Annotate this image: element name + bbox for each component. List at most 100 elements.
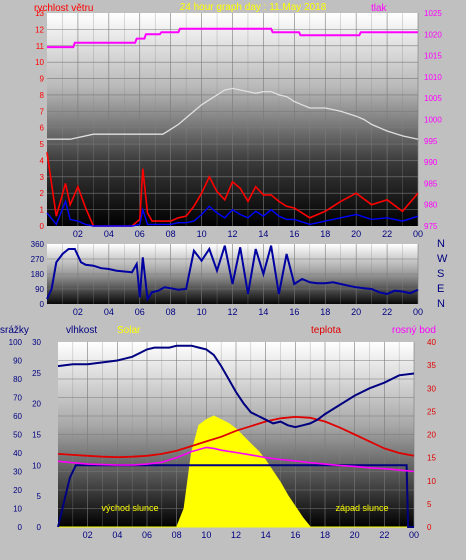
x-tick-label: 22 [382, 307, 392, 317]
humidity-tick: 30 [13, 468, 22, 477]
rain-tick: 15 [32, 431, 41, 440]
x-tick-label: 04 [104, 229, 114, 239]
temperature-tick: 10 [427, 477, 436, 486]
temperature-line [57, 415, 415, 459]
x-tick-label: 10 [201, 530, 211, 540]
wind-speed-tick: 0 [40, 222, 45, 231]
pressure-line [47, 27, 418, 49]
x-tick-label: 00 [409, 530, 419, 540]
x-tick-label: 14 [258, 307, 268, 317]
rain-tick: 20 [32, 400, 41, 409]
wind-speed-tick: 13 [35, 9, 44, 18]
pressure-tick: 1000 [424, 116, 442, 125]
x-tick-label: 06 [135, 307, 145, 317]
dewpoint-axis-label: rosný bod [392, 325, 436, 336]
compass-label: N [437, 298, 445, 310]
temperature-tick: 40 [427, 338, 436, 347]
rain-tick: 0 [37, 523, 42, 532]
x-tick-label: 02 [83, 530, 93, 540]
x-tick-label: 22 [379, 530, 389, 540]
pressure-tick: 1005 [424, 94, 442, 103]
humidity-tick: 40 [13, 449, 22, 458]
x-tick-label: 18 [320, 307, 330, 317]
x-tick-label: 20 [350, 530, 360, 540]
pressure-tick: 980 [424, 201, 438, 210]
humidity-line [57, 344, 415, 429]
x-tick-label: 02 [73, 307, 83, 317]
pressure-axis-label: tlak [371, 3, 388, 14]
temperature-tick: 35 [427, 361, 436, 370]
wind-direction-grid [47, 244, 419, 304]
x-tick-label: 08 [166, 307, 176, 317]
x-tick-label: 22 [382, 229, 392, 239]
x-tick-label: 08 [172, 530, 182, 540]
wind-speed-tick: 6 [40, 124, 45, 133]
dewpoint-line [57, 446, 415, 473]
wind-speed-tick: 1 [40, 206, 45, 215]
x-tick-label: 04 [104, 307, 114, 317]
humidity-temp-series [57, 344, 415, 528]
rain-tick: 25 [32, 369, 41, 378]
humidity-tick: 0 [18, 523, 23, 532]
x-tick-label: 08 [166, 229, 176, 239]
x-tick-label: 18 [320, 530, 330, 540]
pressure-tick: 1020 [424, 30, 442, 39]
sunset-label: západ slunce [335, 503, 388, 513]
x-tick-label: 10 [197, 307, 207, 317]
temperature-tick: 5 [427, 500, 432, 509]
wind-speed-tick: 5 [40, 140, 45, 149]
wind-speed-tick: 2 [40, 189, 45, 198]
wind-speed-tick: 9 [40, 75, 45, 84]
direction-tick: 270 [31, 255, 45, 264]
pressure-tick: 1015 [424, 52, 442, 61]
temperature-tick: 25 [427, 407, 436, 416]
humidity-tick: 50 [13, 431, 22, 440]
x-tick-label: 12 [227, 229, 237, 239]
wind-speed-tick: 12 [35, 25, 44, 34]
wind-speed-tick: 3 [40, 173, 45, 182]
solar-radiation-area [58, 415, 414, 528]
x-tick-label: 16 [290, 530, 300, 540]
x-tick-label: 02 [73, 229, 83, 239]
pressure-tick: 1010 [424, 73, 442, 82]
pressure-tick: 975 [424, 222, 438, 231]
compass-label: W [437, 253, 448, 265]
wind-speed-axis-label: rychlost větru [34, 3, 93, 14]
x-tick-label: 06 [135, 229, 145, 239]
x-tick-label: 14 [261, 530, 271, 540]
x-tick-label: 16 [289, 307, 299, 317]
direction-tick: 360 [31, 240, 45, 249]
x-tick-label: 18 [320, 229, 330, 239]
humidity-temp-ticks: 02 04 06 08 10 12 14 16 18 20 22 000102030405060708… [9, 338, 437, 540]
wind-pressure-ticks: 02 04 06 08 10 12 14 16 18 20 22 000123456789101112… [35, 9, 442, 239]
sunrise-label: východ slunce [101, 503, 158, 513]
pressure-tick: 985 [424, 179, 438, 188]
wind-speed-tick: 8 [40, 91, 45, 100]
x-tick-label: 12 [227, 307, 237, 317]
outdoor-temperature-line [47, 87, 419, 140]
compass-label: E [437, 283, 444, 295]
pressure-tick: 990 [424, 158, 438, 167]
x-tick-label: 20 [351, 229, 361, 239]
rain-line [57, 464, 414, 528]
x-tick-label: 00 [413, 229, 423, 239]
direction-tick: 180 [31, 270, 45, 279]
humidity-tick: 80 [13, 375, 22, 384]
temperature-tick: 30 [427, 384, 436, 393]
temperature-axis-label: teplota [311, 325, 341, 336]
wind-gust-line [46, 199, 419, 227]
wind-speed-tick: 7 [40, 107, 45, 116]
x-tick-label: 00 [413, 307, 423, 317]
humidity-tick: 70 [13, 394, 22, 403]
x-tick-label: 20 [351, 307, 361, 317]
wind-direction-series [46, 245, 419, 302]
rain-tick: 5 [37, 492, 42, 501]
rain-axis-label: srážky [0, 325, 29, 336]
wind-direction-line [46, 245, 419, 302]
x-tick-label: 04 [112, 530, 122, 540]
humidity-tick: 90 [13, 357, 22, 366]
humidity-tick: 60 [13, 412, 22, 421]
